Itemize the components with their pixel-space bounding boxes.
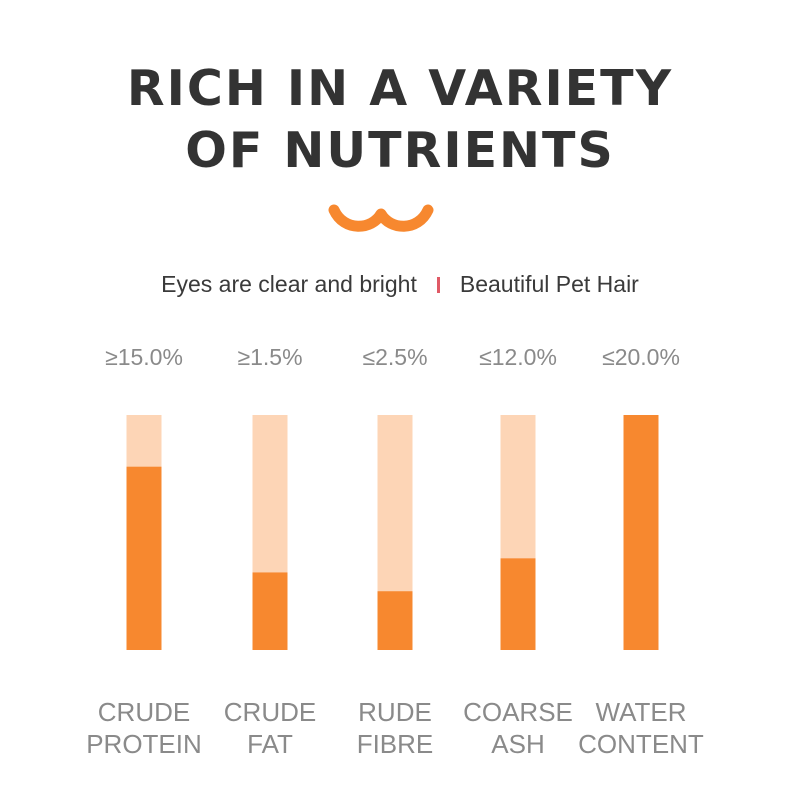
category-label: PROTEIN (86, 729, 202, 759)
value-label: ≤2.5% (362, 344, 427, 370)
category-label: RUDE (358, 697, 432, 727)
value-label: ≤12.0% (479, 344, 557, 370)
category-label: COARSE (463, 697, 573, 727)
title-line-2: OF NUTRIENTS (185, 122, 615, 179)
bar (126, 466, 162, 650)
category-label: CRUDE (98, 697, 190, 727)
bar (500, 558, 536, 650)
title-line-1: RICH IN A VARIETY (126, 60, 674, 117)
subtitle-right: Beautiful Pet Hair (459, 271, 639, 297)
category-label: ASH (491, 729, 544, 759)
value-label: ≤20.0% (602, 344, 680, 370)
subtitle: Eyes are clear and bright Beautiful Pet H… (0, 270, 800, 298)
category-label: CRUDE (224, 697, 316, 727)
subtitle-left: Eyes are clear and bright (161, 271, 417, 297)
category-label: CONTENT (578, 729, 704, 759)
subtitle-separator (436, 277, 440, 293)
value-label: ≥15.0% (105, 344, 183, 370)
category-label: FAT (247, 729, 293, 759)
category-label: WATER (596, 697, 687, 727)
category-label: FIBRE (357, 729, 434, 759)
bar (623, 415, 659, 650)
value-label: ≥1.5% (237, 344, 302, 370)
bar (377, 591, 413, 650)
mustache-icon (328, 204, 434, 232)
bar (252, 572, 288, 650)
page-title: RICH IN A VARIETY OF NUTRIENTS (0, 58, 800, 182)
